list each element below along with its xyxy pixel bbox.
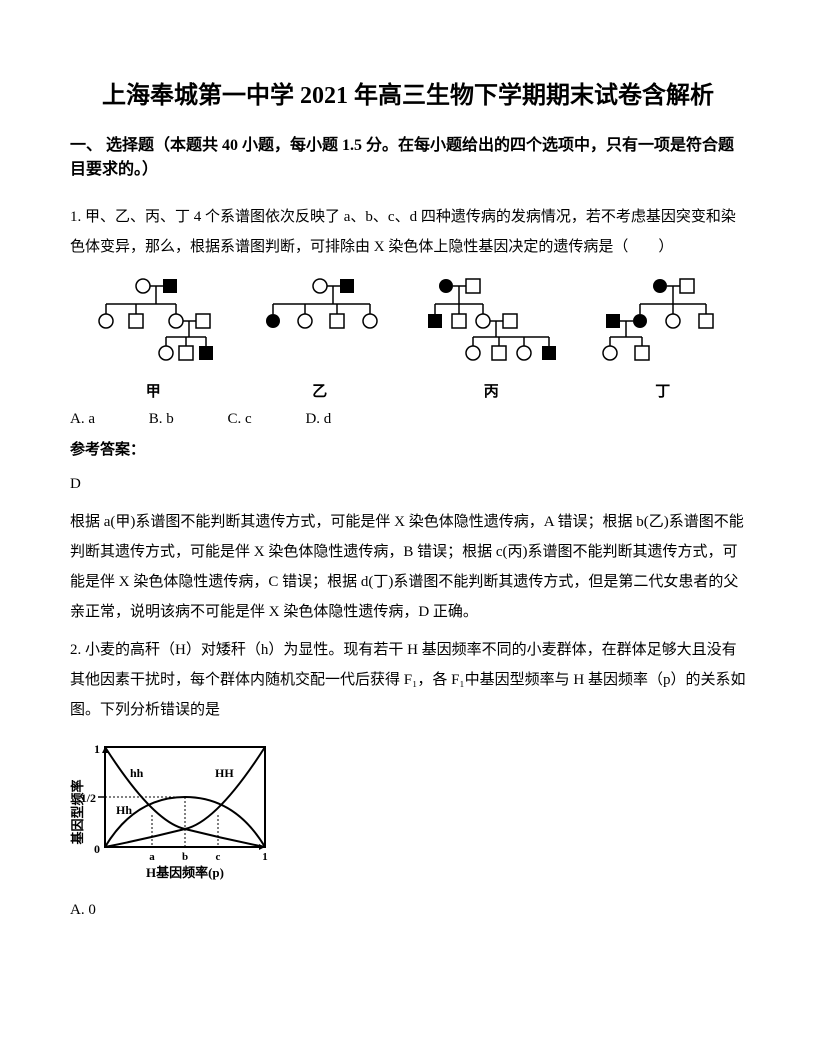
option-a: A. a [70,411,95,428]
question-1-text: 1. 甲、乙、丙、丁 4 个系谱图依次反映了 a、b、c、d 四种遗传病的发病情… [70,202,746,262]
pedigree-bing: 丙 [421,274,561,401]
pedigree-yi: 乙 [255,274,385,401]
svg-text:b: b [182,851,188,863]
svg-text:基因型频率: 基因型频率 [70,779,85,845]
svg-text:c: c [216,851,221,863]
pedigree-ding: 丁 [598,274,728,401]
svg-text:H基因频率(p): H基因频率(p) [146,865,224,880]
pedigree-jia-svg [88,274,218,374]
question-2-option-a: A. 0 [70,902,746,919]
section-header: 一、 选择题（本题共 40 小题，每小题 1.5 分。在每小题给出的四个选项中，… [70,134,746,182]
answer-explanation: 根据 a(甲)系谱图不能判断其遗传方式，可能是伴 X 染色体隐性遗传病，A 错误… [70,507,746,627]
pedigree-jia: 甲 [88,274,218,401]
svg-text:Hh: Hh [116,803,132,817]
exam-title: 上海奉城第一中学 2021 年高三生物下学期期末试卷含解析 [70,80,746,114]
svg-text:1/2: 1/2 [81,791,96,805]
option-d: D. d [305,411,331,428]
answer-title: 参考答案： [70,438,746,459]
pedigree-label-jia: 甲 [88,380,218,401]
answer-letter: D [70,469,746,499]
question-2-text: 2. 小麦的高秆（H）对矮秆（h）为显性。现有若干 H 基因频率不同的小麦群体，… [70,635,746,725]
svg-text:0: 0 [94,842,100,856]
question-1-options: A. a B. b C. c D. d [70,411,746,428]
svg-text:HH: HH [215,766,234,780]
pedigree-label-ding: 丁 [598,380,728,401]
pedigree-label-bing: 丙 [421,380,561,401]
svg-text:a: a [149,851,155,863]
genotype-frequency-chart: 基因型频率 1 1/2 0 hh HH Hh a b c 1 H基因频率(p) [70,737,746,892]
option-c: C. c [228,411,252,428]
option-b: B. b [149,411,174,428]
pedigree-bing-svg [421,274,561,374]
svg-text:1: 1 [262,851,268,863]
chart-svg: 基因型频率 1 1/2 0 hh HH Hh a b c 1 H基因频率(p) [70,737,290,887]
svg-text:hh: hh [130,766,144,780]
pedigree-yi-svg [255,274,385,374]
pedigree-ding-svg [598,274,728,374]
pedigree-diagrams: 甲 乙 [70,274,746,401]
pedigree-label-yi: 乙 [255,380,385,401]
svg-text:1: 1 [94,742,100,756]
